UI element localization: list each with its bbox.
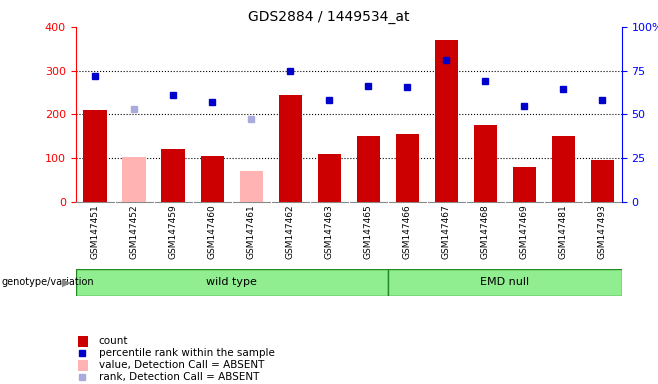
Text: GSM147451: GSM147451 [91, 204, 99, 259]
Bar [78, 336, 88, 347]
Text: rank, Detection Call = ABSENT: rank, Detection Call = ABSENT [99, 372, 259, 382]
Text: GSM147459: GSM147459 [168, 204, 178, 259]
Bar [240, 171, 263, 202]
Bar [84, 110, 107, 202]
Text: GSM147452: GSM147452 [130, 204, 139, 259]
Text: GSM147465: GSM147465 [364, 204, 372, 259]
Bar [318, 154, 341, 202]
Text: GSM147468: GSM147468 [481, 204, 490, 259]
Text: GSM147462: GSM147462 [286, 204, 295, 259]
Bar [474, 125, 497, 202]
Text: GSM147481: GSM147481 [559, 204, 568, 259]
Text: value, Detection Call = ABSENT: value, Detection Call = ABSENT [99, 360, 264, 370]
Text: GSM147493: GSM147493 [598, 204, 607, 259]
Text: count: count [99, 336, 128, 346]
Bar [278, 94, 302, 202]
Bar [551, 136, 575, 202]
Text: percentile rank within the sample: percentile rank within the sample [99, 348, 274, 358]
Text: GSM147466: GSM147466 [403, 204, 412, 259]
Text: GSM147467: GSM147467 [442, 204, 451, 259]
Bar [357, 136, 380, 202]
Text: GSM147463: GSM147463 [325, 204, 334, 259]
Text: GSM147469: GSM147469 [520, 204, 529, 259]
Bar [76, 269, 388, 296]
Bar [122, 157, 146, 202]
Text: GSM147461: GSM147461 [247, 204, 256, 259]
Text: wild type: wild type [206, 277, 257, 287]
Bar [201, 156, 224, 202]
Text: genotype/variation: genotype/variation [1, 277, 94, 287]
Bar [591, 160, 614, 202]
Text: EMD null: EMD null [480, 277, 529, 287]
Text: GDS2884 / 1449534_at: GDS2884 / 1449534_at [248, 10, 410, 23]
Bar [78, 359, 88, 371]
Text: ▶: ▶ [62, 277, 70, 287]
Bar [388, 269, 622, 296]
Bar [395, 134, 419, 202]
Bar [513, 167, 536, 202]
Text: GSM147460: GSM147460 [208, 204, 216, 259]
Bar [161, 149, 185, 202]
Bar [434, 40, 458, 202]
